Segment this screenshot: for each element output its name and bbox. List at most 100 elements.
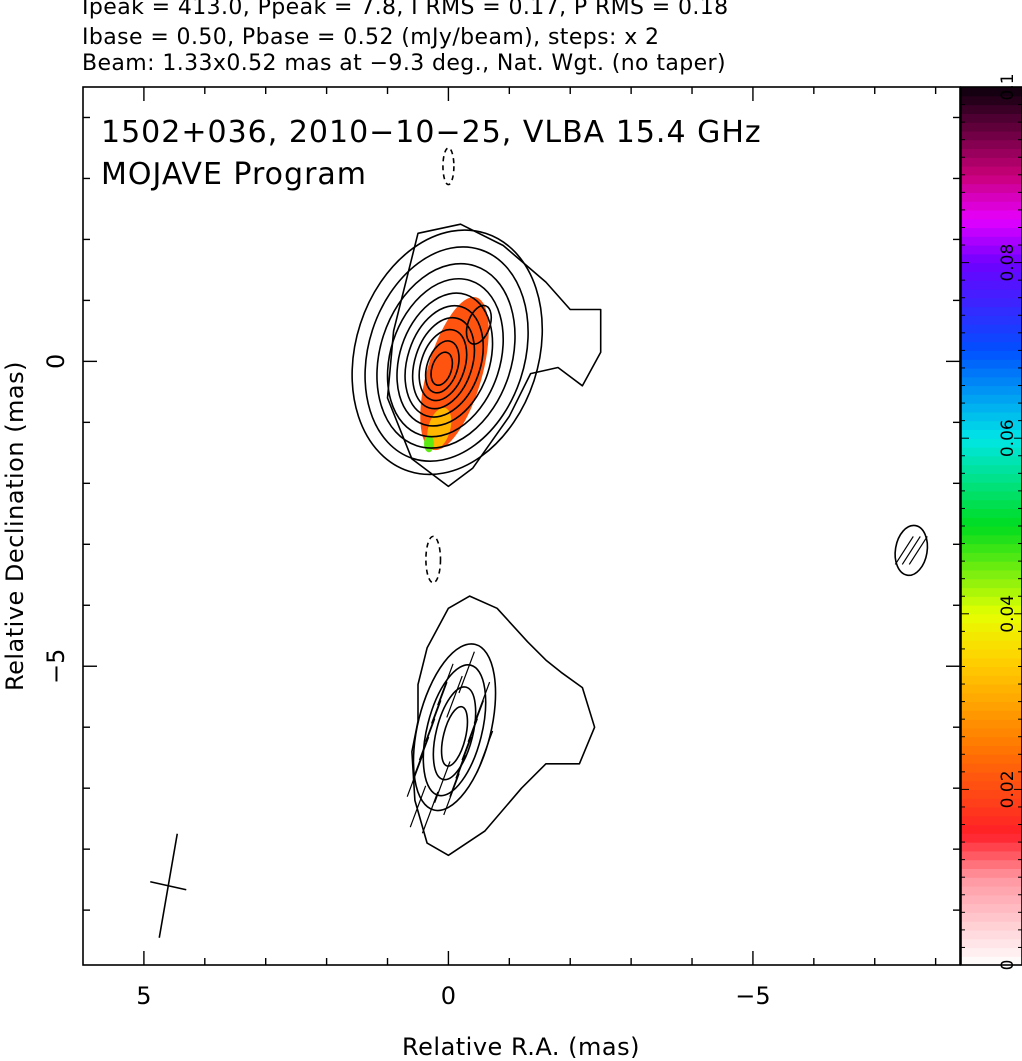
- header-line-2: Ibase = 0.50, Pbase = 0.52 (mJy/beam), s…: [82, 25, 660, 50]
- colorbar-segment: [961, 648, 1022, 659]
- colorbar-segment: [961, 174, 1022, 185]
- colorbar-segment: [961, 262, 1022, 272]
- colorbar-segment: [961, 947, 1022, 957]
- colorbar-segment: [961, 332, 1022, 343]
- colorbar-segment: [961, 701, 1022, 711]
- colorbar-segment: [961, 324, 1022, 334]
- colorbar-segment: [961, 938, 1022, 949]
- y-tick-label: −5: [42, 649, 70, 684]
- colorbar-segment: [961, 657, 1022, 668]
- colorbar-segment: [961, 148, 1022, 158]
- evpa-stick: [446, 675, 463, 718]
- colorbar-segment: [961, 824, 1022, 834]
- reference-stick: [150, 880, 187, 891]
- colorbar-segment: [961, 271, 1022, 281]
- colorbar-segment: [961, 420, 1022, 431]
- x-tick-label: −5: [735, 982, 770, 1010]
- colorbar-segment: [961, 394, 1022, 404]
- total-intensity-contour: [396, 292, 494, 427]
- colorbar-segment: [961, 534, 1022, 545]
- evpa-stick: [418, 718, 436, 761]
- colorbar-segment: [961, 341, 1022, 351]
- evpa-stick: [476, 730, 494, 773]
- evpa-stick: [431, 681, 448, 724]
- colorbar-segment: [961, 429, 1022, 439]
- total-intensity-contour: [364, 246, 529, 462]
- evpa-stick: [437, 663, 454, 706]
- evpa-stick: [406, 755, 424, 797]
- colorbar-segment: [961, 227, 1022, 237]
- colorbar-tick-label: 0.04: [998, 595, 1018, 633]
- colorbar-segment: [961, 640, 1022, 650]
- colorbar-segment: [961, 622, 1022, 632]
- colorbar-segment: [961, 692, 1022, 703]
- lower-contour: [440, 705, 469, 767]
- total-intensity-contour: [424, 340, 460, 394]
- evpa-stick: [461, 718, 478, 761]
- colorbar-segment: [961, 833, 1022, 843]
- colorbar-segment: [961, 517, 1022, 527]
- colorbar-segment: [961, 490, 1022, 501]
- evpa-stick: [458, 651, 475, 694]
- colorbar-tick-label: 0.08: [998, 244, 1018, 282]
- colorbar-segment: [961, 446, 1022, 457]
- colorbar-frame: [960, 86, 1022, 966]
- colorbar-segment: [961, 859, 1022, 870]
- beam-hatch: [894, 536, 914, 565]
- total-intensity-contour: [411, 316, 476, 410]
- colorbar-segment: [961, 842, 1022, 852]
- colorbar-segment: [961, 359, 1022, 369]
- colorbar-tick-label: 0.06: [998, 419, 1018, 457]
- chart-title: 1502+036, 2010−10−25, VLBA 15.4 GHz: [101, 115, 762, 150]
- colorbar-segment: [961, 280, 1022, 290]
- evpa-stick: [449, 755, 466, 797]
- colorbar-segment: [961, 130, 1022, 141]
- colorbar-segment: [961, 736, 1022, 747]
- beam-hatch: [901, 536, 921, 565]
- colorbar-segment: [961, 87, 1022, 97]
- colorbar-segment: [961, 122, 1022, 132]
- colorbar-segment: [961, 543, 1022, 553]
- colorbar-segment: [961, 218, 1022, 229]
- y-axis-label: Relative Declination (mas): [1, 361, 29, 691]
- total-intensity-contour: [376, 262, 516, 449]
- header-line-1: Ipeak = 413.0, Ppeak = 7.8, I RMS = 0.17…: [82, 0, 729, 20]
- chart-subtitle: MOJAVE Program: [101, 157, 367, 192]
- beam-hatch: [908, 536, 928, 565]
- colorbar-segment: [961, 613, 1022, 624]
- colorbar-segment: [961, 166, 1022, 176]
- colorbar-segment: [961, 569, 1022, 580]
- colorbar-segment: [961, 815, 1022, 826]
- colorbar-segment: [961, 921, 1022, 931]
- colorbar-segment: [961, 157, 1022, 167]
- colorbar-segment: [961, 780, 1022, 790]
- colorbar-segment: [961, 201, 1022, 211]
- colorbar-segment: [961, 578, 1022, 589]
- colorbar-segment: [961, 297, 1022, 308]
- colorbar-segment: [961, 403, 1022, 413]
- colorbar-segment: [961, 183, 1022, 193]
- colorbar-segment: [961, 473, 1022, 483]
- total-intensity-contour: [418, 328, 468, 402]
- negative-contour: [442, 147, 455, 186]
- colorbar-segment: [961, 798, 1022, 808]
- evpa-stick: [467, 700, 485, 743]
- colorbar-segment: [961, 745, 1022, 755]
- colorbar-segment: [961, 139, 1022, 150]
- colorbar-segment: [961, 306, 1022, 316]
- header-line-3: Beam: 1.33x0.52 mas at −9.3 deg., Nat. W…: [82, 51, 726, 76]
- colorbar-segment: [961, 438, 1022, 448]
- colorbar-segment: [961, 455, 1022, 466]
- colorbar-segment: [961, 868, 1022, 878]
- colorbar-segment: [961, 209, 1022, 220]
- colorbar-segment: [961, 719, 1022, 729]
- colorbar-segment: [961, 885, 1022, 896]
- colorbar-segment: [961, 288, 1022, 299]
- outer-contour: [386, 223, 602, 488]
- colorbar-segment: [961, 894, 1022, 905]
- total-intensity-contour: [404, 304, 484, 418]
- plot-frame: [82, 86, 961, 966]
- lower-outer-contour: [411, 595, 596, 857]
